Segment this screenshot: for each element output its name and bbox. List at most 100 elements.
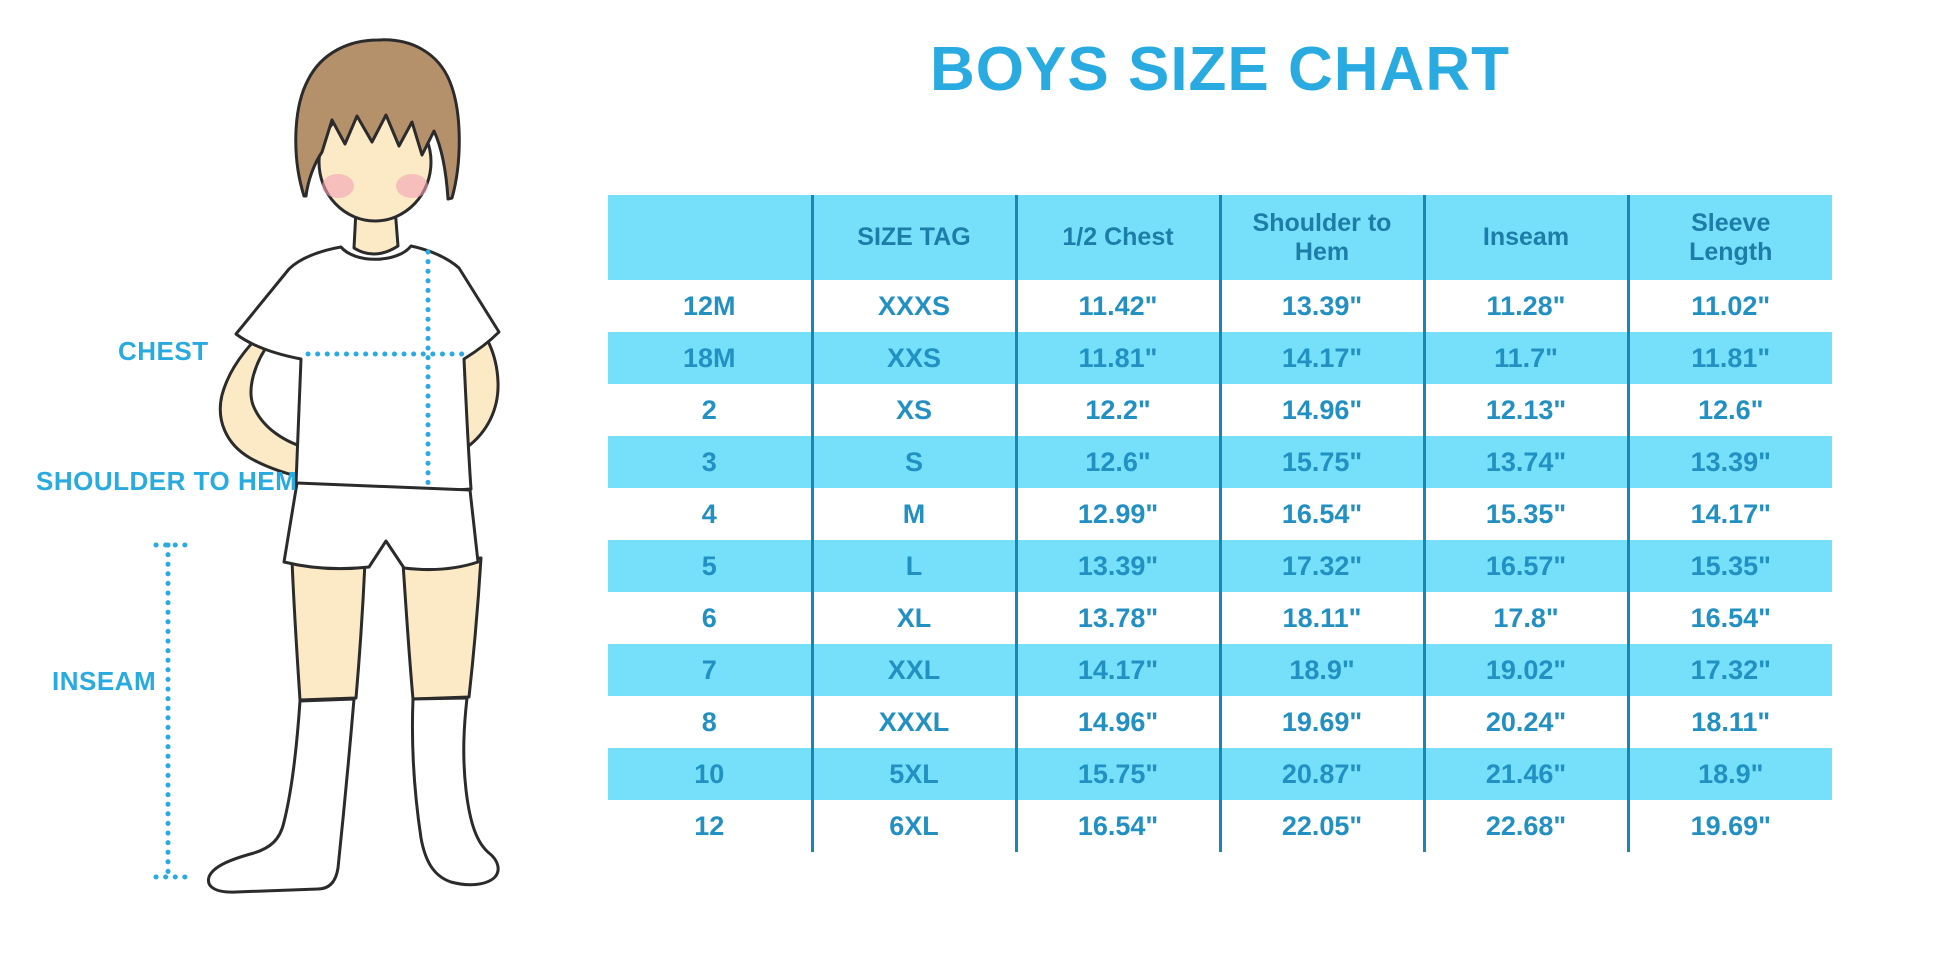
header-cell-half-chest: 1/2 Chest	[1014, 195, 1220, 280]
size-table-head: SIZE TAG 1/2 Chest Shoulder to Hem Insea…	[608, 195, 1832, 280]
table-row: 5 L 13.39" 17.32" 16.57" 15.35"	[608, 540, 1832, 592]
table-row: 18M XXS 11.81" 14.17" 11.7" 11.81"	[608, 332, 1832, 384]
table-row: 2 XS 12.2" 14.96" 12.13" 12.6"	[608, 384, 1832, 436]
table-cell: 18.9"	[1626, 748, 1832, 800]
table-cell: XXXS	[810, 280, 1016, 332]
table-cell: 15.75"	[1218, 436, 1424, 488]
table-cell: 22.68"	[1422, 800, 1628, 852]
table-cell: 20.24"	[1422, 696, 1628, 748]
page-title: BOYS SIZE CHART	[930, 35, 1510, 104]
row-label-cell: 12	[694, 810, 725, 841]
table-cell: 18.11"	[1218, 592, 1424, 644]
table-row: 12M XXXS 11.42" 13.39" 11.28" 11.02"	[608, 280, 1832, 332]
table-cell: 15.35"	[1626, 540, 1832, 592]
row-label-cell: 8	[701, 706, 717, 737]
header-cell-inseam: Inseam	[1422, 195, 1628, 280]
header-cell-empty	[608, 195, 812, 280]
table-cell: 11.28"	[1422, 280, 1628, 332]
boy-shorts	[282, 481, 480, 572]
table-cell: 17.32"	[1218, 540, 1424, 592]
table-cell: 12.6"	[1626, 384, 1832, 436]
table-cell: 14.96"	[1014, 696, 1220, 748]
row-label-cell: 10	[694, 758, 725, 789]
row-label-cell: 18M	[682, 342, 736, 373]
table-cell: M	[810, 488, 1016, 540]
table-cell: 5XL	[810, 748, 1016, 800]
boy-left-sock	[206, 697, 356, 894]
table-cell: 12.99"	[1014, 488, 1220, 540]
table-cell: 19.69"	[1626, 800, 1832, 852]
row-label-cell: 5	[701, 550, 717, 581]
size-table-body: 12M XXXS 11.42" 13.39" 11.28" 11.02" 18M XXS 11.…	[608, 280, 1832, 852]
table-row: 10 5XL 15.75" 20.87" 21.46" 18.9"	[608, 748, 1832, 800]
table-cell: XXL	[810, 644, 1016, 696]
table-cell: 15.35"	[1422, 488, 1628, 540]
table-cell: 13.39"	[1014, 540, 1220, 592]
table-row: 12 6XL 16.54" 22.05" 22.68" 19.69"	[608, 800, 1832, 852]
table-cell: 12.6"	[1014, 436, 1220, 488]
boy-blush-left	[322, 174, 354, 198]
table-cell: 16.54"	[1218, 488, 1424, 540]
header-cell-shoulder-to-hem: Shoulder to Hem	[1218, 195, 1424, 280]
table-cell: 14.96"	[1218, 384, 1424, 436]
boy-right-sock	[410, 696, 500, 887]
boy-blush-right	[396, 174, 428, 198]
shoulder-to-hem-label: SHOULDER TO HEM	[36, 466, 298, 496]
table-cell: 22.05"	[1218, 800, 1424, 852]
header-row: SIZE TAG 1/2 Chest Shoulder to Hem Insea…	[608, 195, 1832, 280]
table-cell: 11.42"	[1014, 280, 1220, 332]
boy-measurement-illustration	[153, 38, 501, 894]
table-row: 7 XXL 14.17" 18.9" 19.02" 17.32"	[608, 644, 1832, 696]
table-cell: 11.81"	[1014, 332, 1220, 384]
header-cell-size-tag: SIZE TAG	[810, 195, 1016, 280]
table-cell: 14.17"	[1218, 332, 1424, 384]
boy-left-leg	[290, 558, 367, 702]
table-cell: 18.11"	[1626, 696, 1832, 748]
table-row: 4 M 12.99" 16.54" 15.35" 14.17"	[608, 488, 1832, 540]
table-cell: 13.74"	[1422, 436, 1628, 488]
table-cell: 13.39"	[1626, 436, 1832, 488]
table-cell: XS	[810, 384, 1016, 436]
table-cell: XL	[810, 592, 1016, 644]
table-cell: 11.81"	[1626, 332, 1832, 384]
table-cell: 6XL	[810, 800, 1016, 852]
table-cell: 15.75"	[1014, 748, 1220, 800]
size-table: SIZE TAG 1/2 Chest Shoulder to Hem Insea…	[608, 195, 1832, 852]
table-row: 3 S 12.6" 15.75" 13.74" 13.39"	[608, 436, 1832, 488]
table-cell: 14.17"	[1014, 644, 1220, 696]
inseam-label: INSEAM	[52, 666, 157, 696]
table-row: 8 XXXL 14.96" 19.69" 20.24" 18.11"	[608, 696, 1832, 748]
table-cell: 12.2"	[1014, 384, 1220, 436]
row-label-cell: 12M	[682, 290, 736, 321]
table-cell: 11.7"	[1422, 332, 1628, 384]
size-table-container: SIZE TAG 1/2 Chest Shoulder to Hem Insea…	[608, 195, 1832, 852]
row-label-cell: 4	[701, 498, 717, 529]
table-cell: XXXL	[810, 696, 1016, 748]
boy-right-leg	[401, 556, 483, 701]
row-label-cell: 7	[701, 654, 717, 685]
table-cell: 12.13"	[1422, 384, 1628, 436]
boy-hair	[294, 38, 461, 201]
table-cell: 19.02"	[1422, 644, 1628, 696]
table-cell: 16.57"	[1422, 540, 1628, 592]
table-cell: 18.9"	[1218, 644, 1424, 696]
table-cell: 17.32"	[1626, 644, 1832, 696]
row-label-cell: 6	[701, 602, 717, 633]
header-cell-sleeve-length: Sleeve Length	[1626, 195, 1832, 280]
chest-label: CHEST	[118, 336, 209, 366]
table-cell: 19.69"	[1218, 696, 1424, 748]
table-cell: 16.54"	[1626, 592, 1832, 644]
table-cell: 20.87"	[1218, 748, 1424, 800]
table-cell: 11.02"	[1626, 280, 1832, 332]
table-cell: S	[810, 436, 1016, 488]
table-cell: 14.17"	[1626, 488, 1832, 540]
table-row: 6 XL 13.78" 18.11" 17.8" 16.54"	[608, 592, 1832, 644]
table-cell: 13.39"	[1218, 280, 1424, 332]
table-cell: 21.46"	[1422, 748, 1628, 800]
row-label-cell: 3	[701, 446, 717, 477]
table-cell: L	[810, 540, 1016, 592]
table-cell: 13.78"	[1014, 592, 1220, 644]
boy-left-arm	[218, 318, 315, 481]
table-cell: XXS	[810, 332, 1016, 384]
